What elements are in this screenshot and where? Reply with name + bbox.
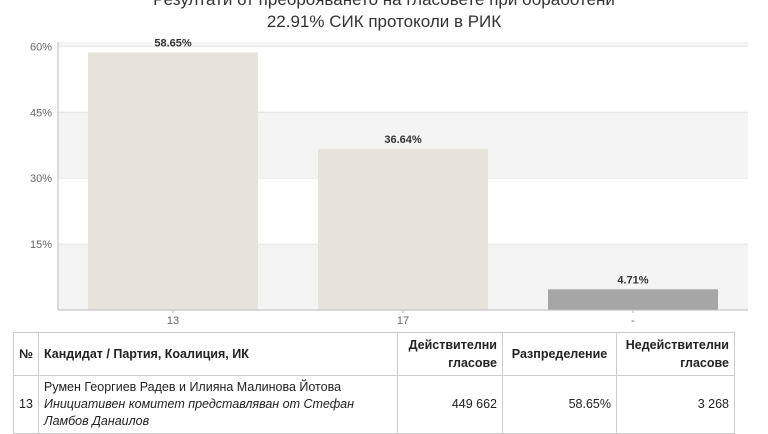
- table-row: 13 Румен Георгиев Радев и Илияна Малинов…: [13, 375, 735, 434]
- x-tick-label: 17: [397, 315, 409, 327]
- bar-13: [88, 52, 258, 311]
- header-title-line-2: 22.91% СИК протоколи в РИК: [266, 12, 502, 31]
- data-label: 36.64%: [384, 134, 422, 146]
- chart-x-axis: 13 17 -: [58, 309, 748, 327]
- col-header-number: №: [13, 332, 39, 376]
- results-table: № Кандидат / Партия, Коалиция, ИК Действ…: [13, 332, 735, 434]
- grid-band-top: [58, 42, 748, 47]
- x-tick-label: 13: [167, 315, 179, 327]
- bar--: [548, 289, 718, 310]
- row-number: 13: [13, 375, 39, 434]
- row-invalid-votes: 3 268: [616, 375, 735, 434]
- col-header-valid-votes: Действителни гласове: [397, 332, 503, 376]
- y-tick-label: 60%: [30, 41, 52, 53]
- chart-data-labels: 58.65% 36.64% 4.71%: [154, 37, 648, 286]
- data-label: 58.65%: [154, 37, 192, 49]
- col-header-candidate: Кандидат / Партия, Коалиция, ИК: [38, 332, 398, 376]
- y-tick-label: 30%: [30, 173, 52, 185]
- page-header: Резултати от преброяването на гласовете …: [0, 0, 768, 32]
- y-tick-label: 45%: [30, 107, 52, 119]
- chart-y-axis: 15% 30% 45% 60%: [30, 41, 59, 310]
- candidate-name: Румен Георгиев Радев и Илияна Малинова Й…: [44, 380, 342, 394]
- table-header-row: № Кандидат / Партия, Коалиция, ИК Действ…: [13, 332, 735, 376]
- col-header-distribution: Разпределение: [502, 332, 617, 376]
- results-bar-chart: 15% 30% 45% 60% 58.65% 36.64% 4.71% 13 17 -: [30, 37, 748, 327]
- candidate-committee: Инициативен комитет представляван от Сте…: [44, 397, 355, 428]
- x-tick-label: -: [631, 315, 635, 327]
- row-valid-votes: 449 662: [397, 375, 503, 434]
- bar-17: [318, 149, 488, 310]
- row-candidate: Румен Георгиев Радев и Илияна Малинова Й…: [38, 375, 398, 434]
- row-distribution: 58.65%: [502, 375, 617, 434]
- col-header-invalid-votes: Недействителни гласове: [616, 332, 735, 376]
- chart-bars: [88, 52, 718, 311]
- header-title-line-1: Резултати от преброяването на гласовете …: [0, 0, 768, 10]
- data-label: 4.71%: [617, 274, 648, 286]
- y-tick-label: 15%: [30, 239, 52, 251]
